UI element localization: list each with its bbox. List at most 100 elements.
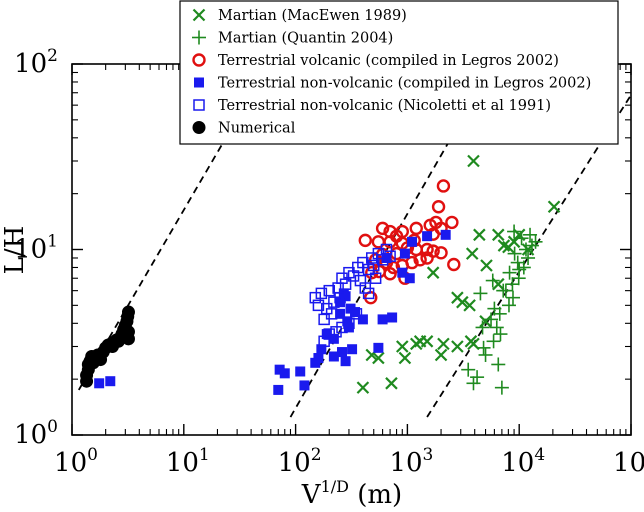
point-s5-20: [372, 247, 385, 260]
point-s2-32: [487, 301, 502, 316]
x-tick-label: 104: [501, 445, 545, 478]
legend-entry-4: Terrestrial non-volcanic (compiled in Le…: [218, 76, 591, 92]
point-s6-19: [121, 305, 135, 319]
point-s3-35: [389, 229, 404, 243]
point-s4-27: [397, 267, 408, 278]
point-s2-33: [489, 320, 504, 335]
point-s4-4: [274, 364, 285, 375]
point-s3-27: [413, 253, 427, 267]
point-s2-29: [485, 273, 500, 288]
axis-labels: 100101102103104105100101102V1/D (m)L/H: [0, 46, 644, 510]
point-s4-12: [328, 351, 339, 362]
x-tick-label: 101: [166, 445, 210, 478]
point-s1-30: [502, 240, 515, 254]
point-s3-19: [434, 246, 448, 260]
point-s3-1: [436, 179, 451, 193]
point-s2-9: [493, 327, 508, 342]
point-s2-4: [461, 362, 476, 377]
point-s5-26: [343, 317, 355, 330]
point-s4-2: [94, 378, 105, 389]
point-s2-21: [521, 250, 536, 265]
point-s1-1: [356, 381, 370, 394]
point-s2-11: [484, 312, 499, 327]
point-s1-23: [409, 337, 423, 351]
point-s1-15: [463, 299, 476, 312]
point-s5-32: [359, 282, 372, 294]
point-s2-3: [470, 370, 485, 385]
point-s4-14: [340, 356, 351, 367]
point-s5-31: [318, 335, 330, 348]
point-s1-21: [420, 335, 434, 348]
legend-marker-4: [194, 77, 204, 88]
point-s1-10: [465, 247, 479, 260]
point-s4-19: [342, 316, 353, 327]
legend-marker-3: [192, 53, 206, 67]
x-axis-title: V1/D (m): [301, 477, 402, 510]
point-s5-2: [312, 299, 325, 312]
data-points: [80, 154, 561, 395]
point-s5-22: [380, 243, 393, 256]
point-s2-31: [473, 286, 488, 301]
legend-entry-5: Terrestrial non-volcanic (Nicoletti et a…: [218, 98, 551, 114]
point-s5-25: [350, 308, 363, 320]
point-s4-33: [399, 248, 410, 259]
series-6: [80, 305, 135, 388]
reference-line-1: [78, 67, 268, 391]
legend-box: [179, 0, 619, 145]
legend-entry-3: Terrestrial volcanic (compiled in Legros…: [218, 53, 559, 69]
point-s1-26: [372, 351, 385, 365]
point-s4-7: [299, 380, 310, 391]
point-s5-3: [315, 287, 328, 300]
point-s3-29: [447, 257, 461, 272]
point-s2-14: [505, 290, 520, 305]
point-s2-7: [476, 340, 491, 355]
point-s1-24: [398, 351, 412, 365]
point-s3-32: [383, 267, 397, 281]
x-tick-label: 105: [613, 445, 644, 478]
point-s3-2: [431, 200, 446, 214]
point-s4-24: [357, 314, 368, 325]
point-s2-8: [486, 334, 501, 349]
point-s2-1: [494, 380, 509, 395]
point-s4-10: [316, 344, 327, 355]
point-s1-6: [492, 228, 505, 242]
point-s5-28: [330, 326, 342, 338]
point-s3-28: [420, 251, 434, 265]
legend-marker-5: [193, 99, 205, 111]
series-5: [309, 243, 396, 348]
point-s2-18: [502, 265, 517, 280]
legend-marker-1: [192, 8, 206, 22]
point-s1-3: [467, 154, 480, 168]
axis-ticks: [71, 63, 632, 436]
point-s4-13: [336, 347, 347, 358]
legend-entry-2: Martian (Quantin 2004): [218, 31, 393, 47]
point-s3-11: [358, 233, 372, 248]
point-s4-5: [279, 368, 290, 379]
legend-entry-6: Numerical: [218, 121, 296, 137]
point-s2-10: [475, 320, 490, 335]
point-s5-23: [384, 250, 396, 262]
point-s1-5: [473, 228, 486, 242]
point-s1-25: [434, 348, 448, 362]
x-tick-label: 100: [54, 445, 98, 478]
point-s1-14: [456, 295, 469, 309]
point-s1-2: [385, 377, 398, 390]
point-s4-16: [373, 342, 384, 353]
point-s2-2: [466, 376, 481, 391]
point-s2-20: [510, 255, 525, 270]
point-s1-11: [480, 259, 493, 272]
point-s4-6: [295, 366, 306, 377]
x-tick-label: 103: [389, 445, 433, 478]
point-s4-32: [381, 252, 392, 263]
point-s4-28: [404, 273, 415, 284]
point-s2-24: [524, 238, 539, 253]
point-s5-5: [323, 284, 336, 297]
x-tick-label: 102: [278, 445, 322, 478]
point-s6-25: [105, 339, 119, 353]
point-s4-11: [321, 329, 332, 340]
point-s5-29: [318, 313, 330, 326]
y-tick-label: 102: [14, 46, 58, 79]
point-s1-4: [547, 200, 561, 214]
point-s2-26: [514, 231, 529, 246]
